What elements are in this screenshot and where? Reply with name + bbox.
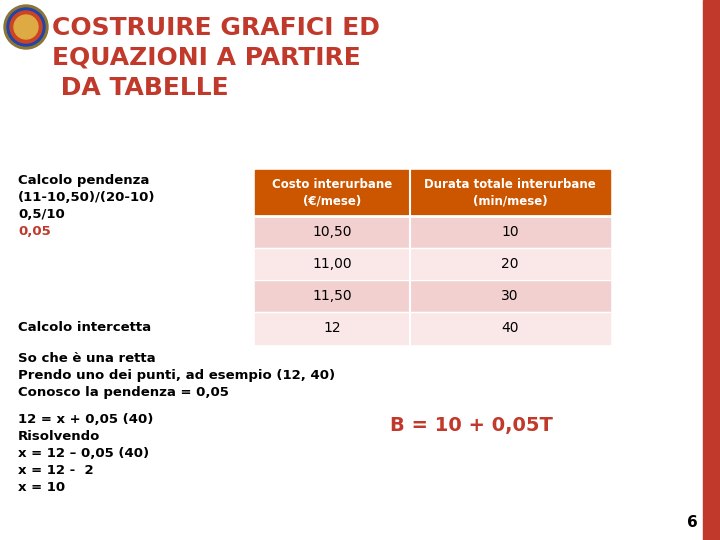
- Circle shape: [4, 5, 48, 49]
- Bar: [255, 170, 610, 216]
- Text: 40: 40: [501, 321, 518, 335]
- Text: 6: 6: [688, 515, 698, 530]
- Text: 12: 12: [324, 321, 341, 335]
- Text: Costo interurbane
(€/mese): Costo interurbane (€/mese): [272, 179, 392, 207]
- Text: 12 = x + 0,05 (40): 12 = x + 0,05 (40): [18, 413, 153, 426]
- Text: (11-10,50)/(20-10): (11-10,50)/(20-10): [18, 191, 156, 204]
- Text: 11,00: 11,00: [312, 257, 352, 271]
- Text: Durata totale interurbane
(min/mese): Durata totale interurbane (min/mese): [424, 179, 596, 207]
- Text: Calcolo intercetta: Calcolo intercetta: [18, 321, 151, 334]
- Text: Prendo uno dei punti, ad esempio (12, 40): Prendo uno dei punti, ad esempio (12, 40…: [18, 369, 335, 382]
- Text: COSTRUIRE GRAFICI ED: COSTRUIRE GRAFICI ED: [52, 16, 380, 40]
- Text: 0,05: 0,05: [18, 225, 50, 238]
- Text: Calcolo pendenza: Calcolo pendenza: [18, 174, 149, 187]
- Circle shape: [7, 8, 45, 46]
- Text: EQUAZIONI A PARTIRE: EQUAZIONI A PARTIRE: [52, 46, 361, 70]
- Text: 11,50: 11,50: [312, 289, 352, 303]
- Text: x = 10: x = 10: [18, 481, 65, 494]
- Text: So che è una retta: So che è una retta: [18, 352, 156, 365]
- Bar: [703, 0, 720, 540]
- Text: x = 12 -  2: x = 12 - 2: [18, 464, 94, 477]
- Bar: [255, 312, 610, 344]
- Text: Conosco la pendenza = 0,05: Conosco la pendenza = 0,05: [18, 386, 229, 399]
- Text: 20: 20: [501, 257, 518, 271]
- Circle shape: [10, 11, 42, 43]
- Circle shape: [14, 15, 38, 39]
- Text: 30: 30: [501, 289, 518, 303]
- Text: 10,50: 10,50: [312, 225, 352, 239]
- Text: B = 10 + 0,05T: B = 10 + 0,05T: [390, 416, 553, 435]
- Text: 0,5/10: 0,5/10: [18, 208, 65, 221]
- Bar: [255, 216, 610, 248]
- Text: x = 12 – 0,05 (40): x = 12 – 0,05 (40): [18, 447, 149, 460]
- Bar: [255, 280, 610, 312]
- Text: DA TABELLE: DA TABELLE: [52, 76, 229, 100]
- Text: Risolvendo: Risolvendo: [18, 430, 100, 443]
- Text: 10: 10: [501, 225, 519, 239]
- Bar: [255, 248, 610, 280]
